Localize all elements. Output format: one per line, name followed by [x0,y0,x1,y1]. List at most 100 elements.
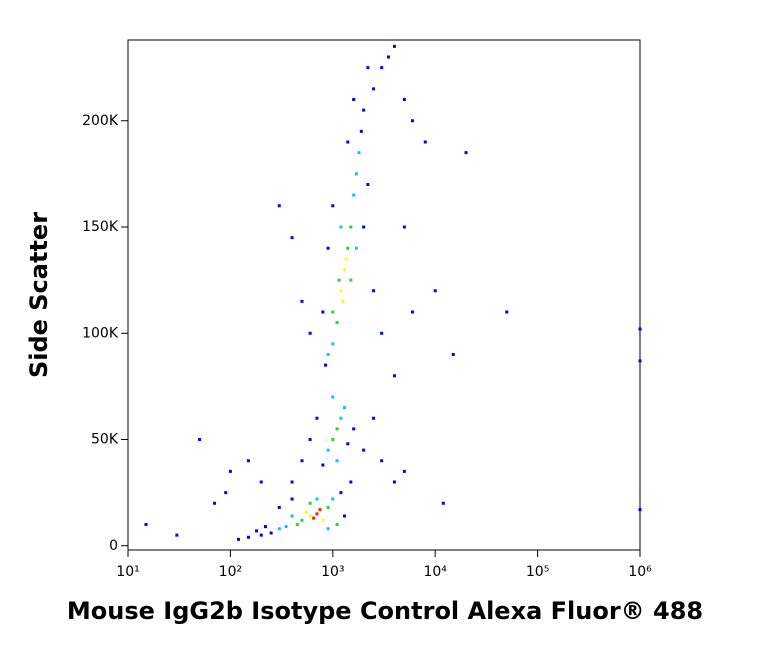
point [423,140,427,144]
point [402,225,406,229]
point [366,66,370,70]
point [326,448,330,452]
point [335,523,339,526]
x-tick-label: 10² [219,564,242,580]
point [300,459,304,463]
point [359,129,363,133]
point [352,98,356,101]
point [352,193,356,197]
point [380,459,384,463]
point [339,289,343,293]
point [277,506,281,509]
point [505,310,509,314]
point [464,151,468,155]
point [341,299,345,303]
point [335,427,339,431]
point [346,246,350,250]
point [337,278,341,282]
point [339,416,343,420]
plot-frame [127,39,641,551]
point [410,119,414,123]
point [277,527,281,531]
y-tick-label: 200K [82,113,119,129]
point [315,416,319,420]
point [402,98,406,101]
point [308,438,312,441]
point [290,480,294,484]
point [326,353,330,356]
point [362,225,366,229]
point [344,257,348,261]
point [144,523,148,526]
point [331,438,335,441]
y-axis-label: Side Scatter [25,212,53,378]
point [321,463,325,467]
point [372,87,376,91]
point [228,469,232,473]
point [326,246,330,250]
point [295,523,299,526]
point [331,204,335,208]
point [366,183,370,186]
y-tick-label: 150K [82,219,119,235]
point [277,204,281,208]
point [300,299,304,303]
point [175,533,179,537]
point [213,501,217,505]
point [331,395,335,399]
point [255,529,259,533]
point [451,353,455,356]
point [315,497,319,501]
point [380,66,384,70]
point [335,321,339,325]
point [339,225,343,229]
point [387,55,391,59]
point [380,331,384,335]
point [392,44,396,48]
point [354,172,358,176]
point [304,510,308,514]
point [312,516,316,520]
point [308,514,312,518]
point [224,491,228,495]
point [346,442,350,446]
point [638,327,642,331]
point [362,448,366,452]
x-tick-label: 10¹ [116,564,139,580]
point [263,525,267,529]
x-tick-label: 10⁵ [526,564,549,580]
point [331,342,335,346]
point [402,469,406,473]
point [346,140,350,144]
point [339,491,343,495]
point [269,531,273,535]
point [354,246,358,250]
point [290,514,294,518]
point [321,310,325,314]
point [349,278,353,282]
point [410,310,414,314]
x-tick-label: 10⁴ [423,564,447,580]
x-tick-label: 10⁶ [628,564,652,580]
point [324,363,328,367]
point [331,497,335,501]
point [335,459,339,463]
point [357,151,361,155]
point [352,427,356,431]
point [392,374,396,378]
point [237,537,241,541]
point [259,533,263,537]
point [372,289,376,293]
point [198,438,202,441]
point [342,406,346,410]
y-tick-label: 50K [91,432,119,448]
point [284,525,288,529]
point [246,535,250,539]
point [315,512,319,516]
point [259,480,263,484]
point [638,359,642,363]
point [318,508,322,512]
x-axis-label: Mouse IgG2b Isotype Control Alexa Fluor®… [67,597,703,625]
point [372,416,376,420]
